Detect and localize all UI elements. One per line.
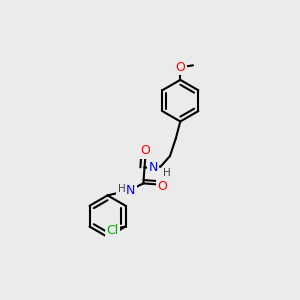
Text: Cl: Cl (107, 224, 119, 237)
Text: O: O (157, 179, 167, 193)
Text: N: N (148, 161, 158, 174)
Text: H: H (118, 184, 125, 194)
Text: N: N (126, 184, 135, 197)
Text: O: O (141, 144, 151, 157)
Text: O: O (176, 61, 185, 74)
Text: H: H (163, 168, 171, 178)
